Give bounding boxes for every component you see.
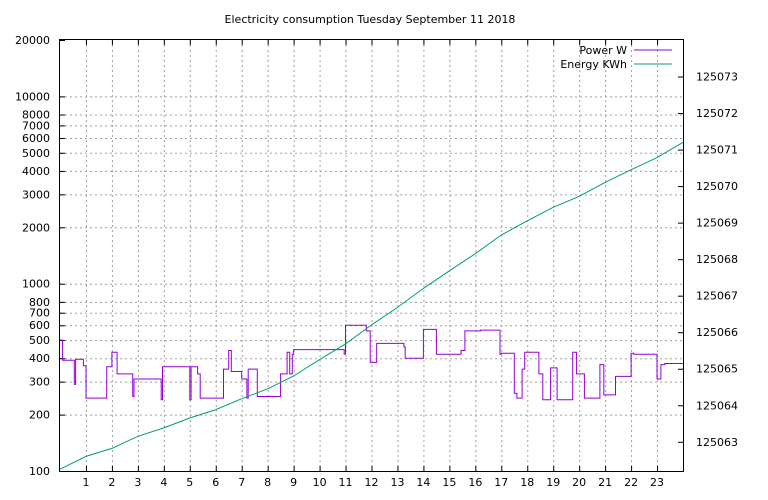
series-line-energy-kwh (59, 141, 684, 470)
x-tick-label: 7 (238, 476, 245, 489)
left-tick-label: 700 (29, 307, 50, 320)
x-tick-label: 12 (365, 476, 379, 489)
x-tick-label: 3 (134, 476, 141, 489)
x-tick-label: 18 (520, 476, 534, 489)
x-tick-label: 22 (624, 476, 638, 489)
right-axis-ticks: 125063 125064 125065 125066 125067 125068 1250… (678, 71, 738, 449)
right-tick-label: 125066 (696, 326, 738, 339)
left-tick-label: 500 (29, 334, 50, 347)
grid (60, 40, 683, 471)
left-tick-label: 600 (29, 319, 50, 332)
x-tick-label: 23 (650, 476, 664, 489)
left-tick-label: 6000 (22, 132, 50, 145)
right-tick-label: 125072 (696, 107, 738, 120)
x-tick-label: 14 (416, 476, 430, 489)
right-tick-label: 125068 (696, 253, 738, 266)
legend: Power W Energy KWh (560, 44, 672, 71)
x-tick-label: 10 (313, 476, 327, 489)
x-tick-label: 16 (468, 476, 482, 489)
x-tick-label: 1 (82, 476, 89, 489)
right-tick-label: 125070 (696, 180, 738, 193)
x-tick-label: 15 (442, 476, 456, 489)
x-tick-label: 17 (494, 476, 508, 489)
right-tick-label: 125063 (696, 436, 738, 449)
series-line-power-w (60, 324, 683, 401)
x-axis-ticks: 1 2 3 4 5 6 7 8 9 10 11 12 13 14 15 16 17 18 19 20 21 22 23 (82, 40, 664, 489)
left-tick-label: 8000 (22, 109, 50, 122)
x-tick-label: 2 (108, 476, 115, 489)
left-tick-label: 2000 (22, 221, 50, 234)
left-tick-label: 300 (29, 376, 50, 389)
x-tick-label: 4 (160, 476, 167, 489)
right-tick-label: 125073 (696, 71, 738, 84)
x-tick-label: 13 (390, 476, 404, 489)
right-tick-label: 125069 (696, 217, 738, 230)
left-tick-label: 20000 (15, 34, 50, 47)
left-tick-label: 1000 (22, 278, 50, 291)
left-tick-label: 400 (29, 352, 50, 365)
x-tick-label: 11 (339, 476, 353, 489)
right-tick-label: 125071 (696, 144, 738, 157)
left-tick-label: 10000 (15, 90, 50, 103)
legend-label-power: Power W (579, 44, 627, 57)
right-tick-label: 125067 (696, 290, 738, 303)
x-tick-label: 8 (264, 476, 271, 489)
left-tick-label: 100 (29, 465, 50, 478)
x-tick-label: 6 (212, 476, 219, 489)
left-tick-label: 7000 (22, 119, 50, 132)
legend-label-energy: Energy KWh (560, 58, 627, 71)
series-layer (59, 141, 684, 470)
right-tick-label: 125065 (696, 363, 738, 376)
left-tick-label: 3000 (22, 188, 50, 201)
left-tick-label: 4000 (22, 165, 50, 178)
x-tick-label: 9 (290, 476, 297, 489)
x-tick-label: 19 (546, 476, 560, 489)
left-tick-label: 200 (29, 409, 50, 422)
x-tick-label: 21 (598, 476, 612, 489)
chart-title: Electricity consumption Tuesday Septembe… (225, 13, 516, 26)
left-tick-label: 5000 (22, 147, 50, 160)
x-tick-label: 5 (186, 476, 193, 489)
left-tick-label: 800 (29, 296, 50, 309)
x-tick-label: 20 (572, 476, 586, 489)
right-tick-label: 125064 (696, 399, 738, 412)
plot-border (59, 39, 684, 472)
